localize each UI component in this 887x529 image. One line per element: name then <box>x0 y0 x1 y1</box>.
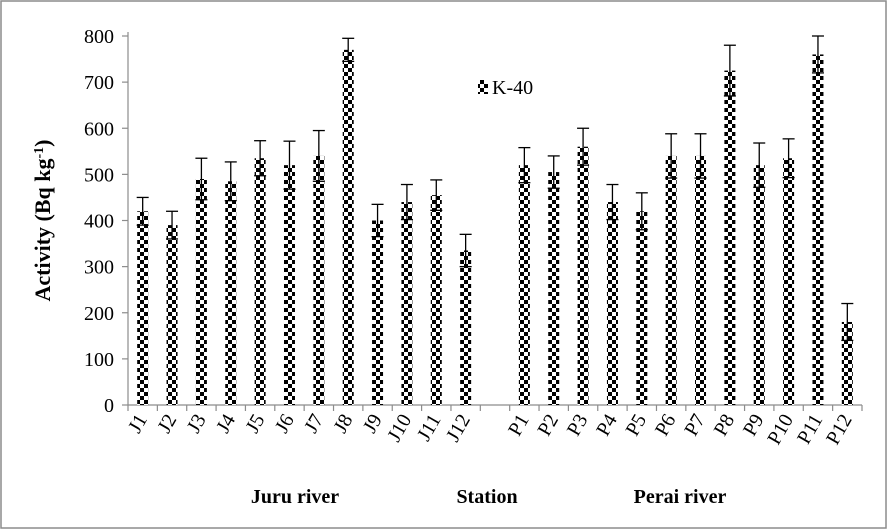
bar-j10 <box>401 202 413 405</box>
bar-p5 <box>636 211 648 405</box>
y-tick-label: 100 <box>84 349 114 371</box>
y-tick-label: 800 <box>84 26 114 48</box>
bar-j6 <box>283 165 295 405</box>
y-tick-label: 500 <box>84 164 114 186</box>
bar-j1 <box>137 211 149 405</box>
bar-p6 <box>665 155 677 405</box>
y-tick-label: 0 <box>104 395 114 417</box>
bar-j11 <box>430 195 442 405</box>
bar-p11 <box>812 54 824 405</box>
legend-swatch <box>478 80 488 94</box>
bar-j12 <box>460 250 472 405</box>
bar-j8 <box>342 49 354 406</box>
legend-label: K-40 <box>492 77 533 99</box>
bar-p12 <box>841 321 853 405</box>
y-tick-label: 200 <box>84 303 114 325</box>
y-tick-label: 400 <box>84 211 114 233</box>
bar-j7 <box>313 155 325 405</box>
bar-j5 <box>254 158 266 405</box>
bar-p10 <box>783 158 795 405</box>
bar-p1 <box>518 165 530 405</box>
group-label-perai-river: Perai river <box>634 486 727 508</box>
bar-p2 <box>548 172 560 405</box>
bar-j2 <box>166 225 178 405</box>
bar-p8 <box>724 70 736 405</box>
bar-j3 <box>195 178 207 405</box>
bar-p7 <box>695 155 707 405</box>
y-tick-label: 600 <box>84 118 114 140</box>
group-label-station: Station <box>456 486 517 508</box>
bar-p9 <box>753 165 765 405</box>
bar-p4 <box>606 202 618 405</box>
bar-j9 <box>372 220 384 405</box>
y-tick-label: 300 <box>84 257 114 279</box>
bar-p3 <box>577 146 589 405</box>
bar-j4 <box>225 181 237 405</box>
y-tick-label: 700 <box>84 72 114 94</box>
group-label-juru-river: Juru river <box>251 486 339 508</box>
y-axis-title: Activity (Bq kg-1) <box>30 140 55 302</box>
